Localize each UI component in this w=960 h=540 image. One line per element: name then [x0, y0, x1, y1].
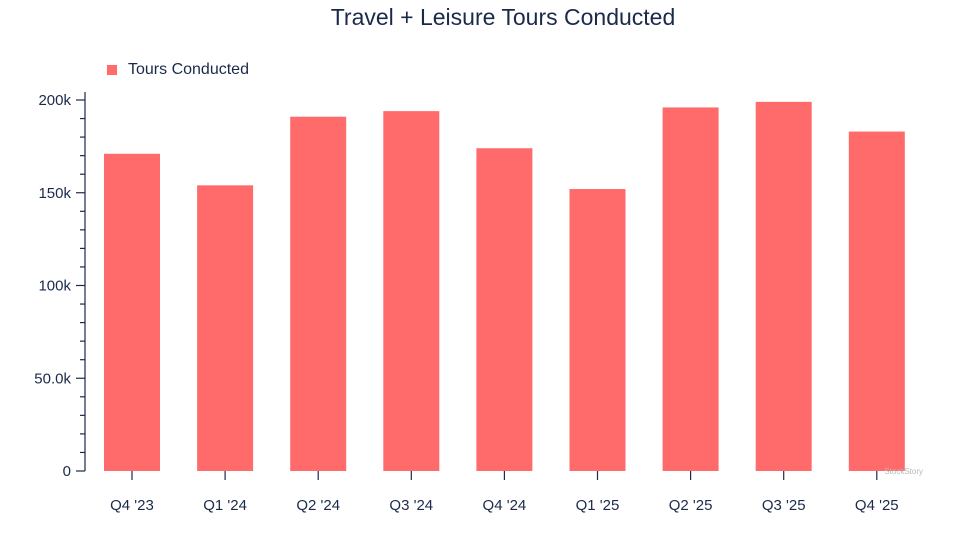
x-axis: Q4 '23 Q1 '24 Q2 '24 Q3 '24 Q4 '24 Q1 '25 Q2 '…: [110, 471, 899, 514]
legend-label: Tours Conducted: [128, 61, 249, 78]
x-tick-label: Q3 '25: [762, 497, 806, 514]
x-tick-label: Q4 '23: [110, 497, 154, 514]
x-tick-label: Q2 '24: [296, 497, 340, 514]
bar: [197, 185, 254, 471]
bar: [848, 131, 905, 471]
bar: [383, 111, 440, 471]
y-tick-label: 50.0k: [34, 370, 71, 387]
legend: Tours Conducted: [107, 61, 249, 78]
x-tick-label: Q1 '24: [203, 497, 247, 514]
bars: [104, 101, 905, 472]
y-axis: 0 50.0k 100k 150k 200k: [34, 92, 86, 480]
x-tick-label: Q2 '25: [669, 497, 713, 514]
watermark: StockStory: [884, 467, 923, 476]
chart-title: Travel + Leisure Tours Conducted: [331, 4, 676, 30]
x-tick-label: Q1 '25: [576, 497, 620, 514]
y-tick-label: 150k: [38, 185, 71, 202]
bar: [569, 189, 626, 472]
bar: [662, 107, 719, 472]
bar: [104, 153, 160, 472]
legend-swatch: [107, 65, 117, 75]
y-tick-label: 100k: [38, 278, 71, 295]
bar: [290, 116, 347, 471]
x-tick-label: Q4 '24: [483, 497, 527, 514]
x-tick-label: Q4 '25: [855, 497, 899, 514]
bar: [755, 101, 812, 471]
y-tick-label: 0: [63, 463, 71, 480]
x-tick-label: Q3 '24: [389, 497, 433, 514]
y-tick-label: 200k: [38, 92, 71, 109]
bar: [476, 148, 533, 472]
